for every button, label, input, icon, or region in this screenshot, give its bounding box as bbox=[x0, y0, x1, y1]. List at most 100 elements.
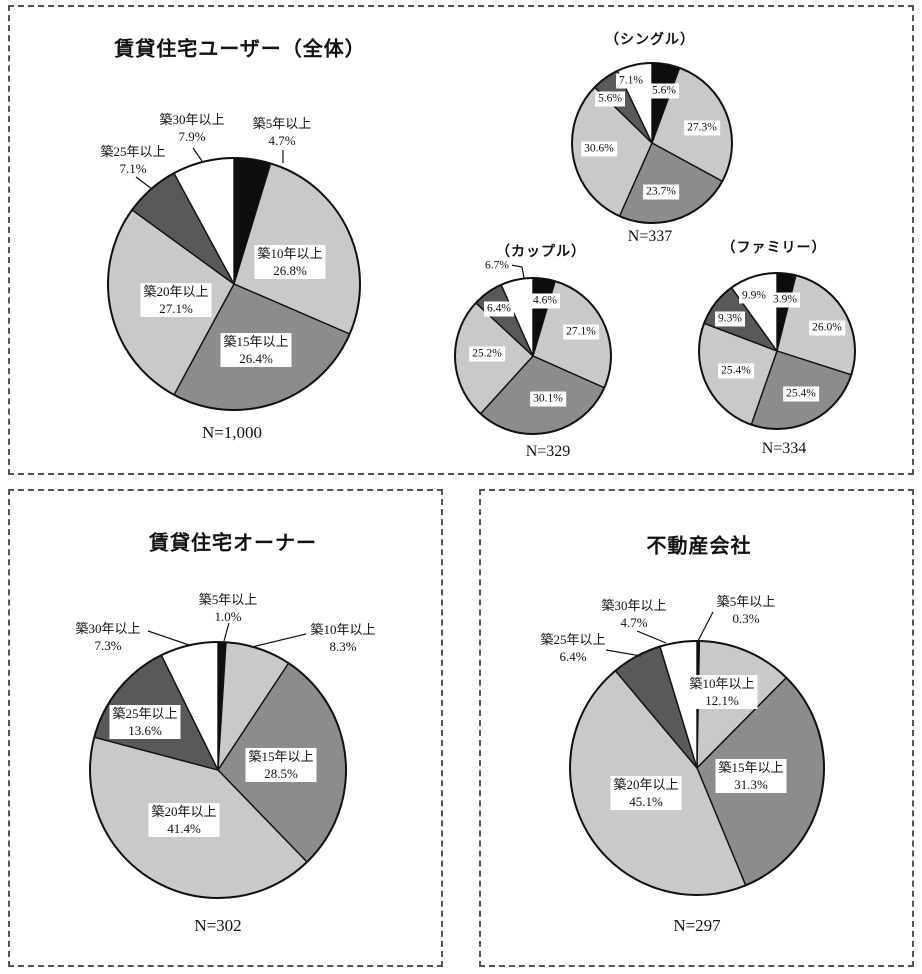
slice-label-line: 築30年以上 bbox=[601, 598, 667, 613]
leader-line-owner-1 bbox=[251, 633, 307, 648]
slice-label-line: 7.3% bbox=[94, 638, 122, 653]
slice-label-line: 7.9% bbox=[178, 129, 206, 144]
slice-label-line: 築20年以上 bbox=[613, 777, 679, 792]
panel-real-estate-company bbox=[479, 489, 914, 967]
slice-label-owner-5: 築30年以上 7.3% bbox=[75, 620, 140, 654]
slice-label-users-family-5: 9.9% bbox=[739, 288, 769, 304]
slice-label-line: 27.3% bbox=[687, 121, 717, 134]
slice-label-line: 築15年以上 bbox=[718, 760, 784, 775]
slice-label-line: 築25年以上 bbox=[100, 144, 166, 159]
slice-label-line: 25.4% bbox=[721, 364, 751, 377]
slice-label-users-single-5: 7.1% bbox=[616, 73, 646, 89]
slice-label-line: 25.2% bbox=[472, 347, 502, 360]
slice-label-line: 26.8% bbox=[273, 263, 307, 278]
slice-label-users-couple-3: 25.2% bbox=[469, 346, 505, 362]
slice-label-users-all-3: 築20年以上 27.1% bbox=[140, 283, 212, 317]
slice-label-line: 28.5% bbox=[264, 766, 298, 781]
sample-size-users-family: N=334 bbox=[761, 440, 807, 457]
slice-label-line: 築20年以上 bbox=[143, 284, 209, 299]
leader-line-users-all-5 bbox=[192, 147, 203, 162]
slice-label-company-3: 築20年以上 45.1% bbox=[610, 776, 682, 810]
slice-label-users-all-4: 築25年以上 7.1% bbox=[100, 143, 165, 177]
slice-label-line: 築15年以上 bbox=[223, 334, 289, 349]
sample-size-owner: N=302 bbox=[194, 916, 242, 935]
slice-label-line: 築5年以上 bbox=[252, 116, 312, 131]
slice-label-company-4: 築25年以上 6.4% bbox=[540, 631, 605, 665]
slice-label-line: 41.4% bbox=[167, 821, 201, 836]
slice-label-users-family-1: 26.0% bbox=[809, 320, 845, 336]
slice-label-line: 25.4% bbox=[786, 387, 816, 400]
slice-label-users-family-3: 25.4% bbox=[718, 363, 754, 379]
slice-label-line: 23.7% bbox=[646, 185, 676, 198]
slice-label-line: 築5年以上 bbox=[198, 592, 258, 607]
slice-label-line: 7.1% bbox=[619, 74, 643, 87]
sample-size-users-couple: N=329 bbox=[525, 443, 571, 460]
leader-line-users-couple-5 bbox=[510, 264, 525, 279]
slice-label-users-single-0: 5.6% bbox=[649, 83, 679, 99]
slice-label-line: 1.0% bbox=[214, 609, 242, 624]
chart-title-users-all: 賃貸住宅ユーザー（全体） bbox=[114, 38, 366, 61]
slice-label-line: 45.1% bbox=[629, 794, 663, 809]
slice-label-users-all-0: 築5年以上 4.7% bbox=[253, 115, 312, 149]
slice-label-line: 築30年以上 bbox=[75, 621, 141, 636]
slice-label-line: 13.6% bbox=[128, 723, 162, 738]
slice-label-line: 27.1% bbox=[566, 325, 596, 338]
slice-label-line: 9.9% bbox=[742, 289, 766, 302]
slice-label-users-couple-0: 4.6% bbox=[530, 293, 560, 309]
slice-label-users-couple-4: 6.4% bbox=[484, 301, 514, 317]
slice-label-line: 4.7% bbox=[268, 133, 296, 148]
slice-label-line: 31.3% bbox=[734, 777, 768, 792]
leader-line-owner-0 bbox=[223, 622, 230, 642]
pie-company bbox=[569, 611, 825, 896]
panel-rental-owner bbox=[8, 489, 443, 967]
slice-label-users-all-2: 築15年以上 26.4% bbox=[220, 333, 292, 367]
sample-size-company: N=297 bbox=[673, 916, 721, 935]
pie-rim-users-single bbox=[571, 62, 733, 224]
slice-label-line: 12.1% bbox=[705, 693, 739, 708]
slice-label-line: 6.4% bbox=[487, 302, 511, 315]
slice-label-users-couple-1: 27.1% bbox=[563, 324, 599, 340]
leader-line-owner-5 bbox=[147, 630, 190, 646]
slice-label-line: 築10年以上 bbox=[310, 622, 376, 637]
slice-label-company-5: 築30年以上 4.7% bbox=[601, 597, 666, 631]
leader-line-company-4 bbox=[605, 649, 642, 657]
slice-label-users-single-1: 27.3% bbox=[684, 120, 720, 136]
slice-label-users-single-4: 5.6% bbox=[595, 91, 625, 107]
slice-label-line: 4.7% bbox=[620, 615, 648, 630]
slice-label-line: 30.6% bbox=[584, 142, 614, 155]
slice-label-users-all-5: 築30年以上 7.9% bbox=[159, 111, 224, 145]
slice-label-users-family-4: 9.3% bbox=[715, 311, 745, 327]
slice-label-line: 27.1% bbox=[159, 301, 193, 316]
slice-label-line: 26.0% bbox=[812, 321, 842, 334]
slice-label-owner-0: 築5年以上 1.0% bbox=[199, 591, 258, 625]
chart-title-users-couple: （カップル） bbox=[496, 245, 586, 260]
pie-rim-users-all bbox=[107, 157, 361, 411]
slice-label-line: 5.6% bbox=[598, 92, 622, 105]
pie-rim-owner bbox=[89, 641, 347, 899]
pie-rim-company bbox=[569, 640, 825, 896]
slice-label-owner-2: 築15年以上 28.5% bbox=[245, 748, 317, 782]
slice-label-users-single-3: 30.6% bbox=[581, 141, 617, 157]
slice-label-line: 築15年以上 bbox=[248, 749, 314, 764]
slice-label-line: 6.4% bbox=[559, 649, 587, 664]
slice-label-users-couple-2: 30.1% bbox=[530, 391, 566, 407]
slice-label-company-0: 築5年以上 0.3% bbox=[717, 593, 776, 627]
panel-rental-users bbox=[8, 5, 914, 475]
slice-label-line: 築20年以上 bbox=[151, 804, 217, 819]
slice-label-users-family-2: 25.4% bbox=[783, 386, 819, 402]
slice-label-line: 築30年以上 bbox=[159, 112, 225, 127]
chart-title-users-single: （シングル） bbox=[605, 33, 695, 48]
slice-label-line: 30.1% bbox=[533, 392, 563, 405]
slice-label-line: 0.3% bbox=[732, 611, 760, 626]
leader-line-company-5 bbox=[636, 630, 667, 644]
slice-label-owner-3: 築20年以上 41.4% bbox=[148, 803, 220, 837]
slice-label-line: 築25年以上 bbox=[112, 706, 178, 721]
leader-line-users-all-4 bbox=[135, 176, 153, 190]
slice-label-company-2: 築15年以上 31.3% bbox=[715, 759, 787, 793]
slice-label-users-single-2: 23.7% bbox=[643, 184, 679, 200]
slice-label-line: 26.4% bbox=[239, 351, 273, 366]
slice-label-owner-4: 築25年以上 13.6% bbox=[109, 705, 181, 739]
slice-label-line: 築10年以上 bbox=[689, 676, 755, 691]
slice-label-users-all-1: 築10年以上 26.8% bbox=[254, 245, 326, 279]
